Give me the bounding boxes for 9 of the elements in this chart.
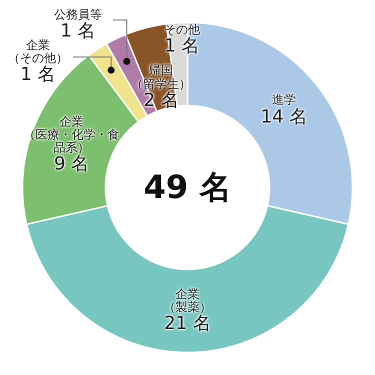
- slice-label: 企業（製薬）: [164, 286, 212, 314]
- slice-label: 進学: [271, 92, 298, 108]
- slice-label: 企業（医療・化学・食品系）: [22, 114, 121, 155]
- data-label: 1 名: [19, 64, 57, 86]
- data-label: 14 名: [260, 106, 308, 128]
- text: 49 名: [144, 166, 232, 208]
- data-label: 21 名: [164, 313, 212, 334]
- slice-label: 公務員等: [54, 8, 102, 22]
- data-label: 9 名: [53, 154, 90, 175]
